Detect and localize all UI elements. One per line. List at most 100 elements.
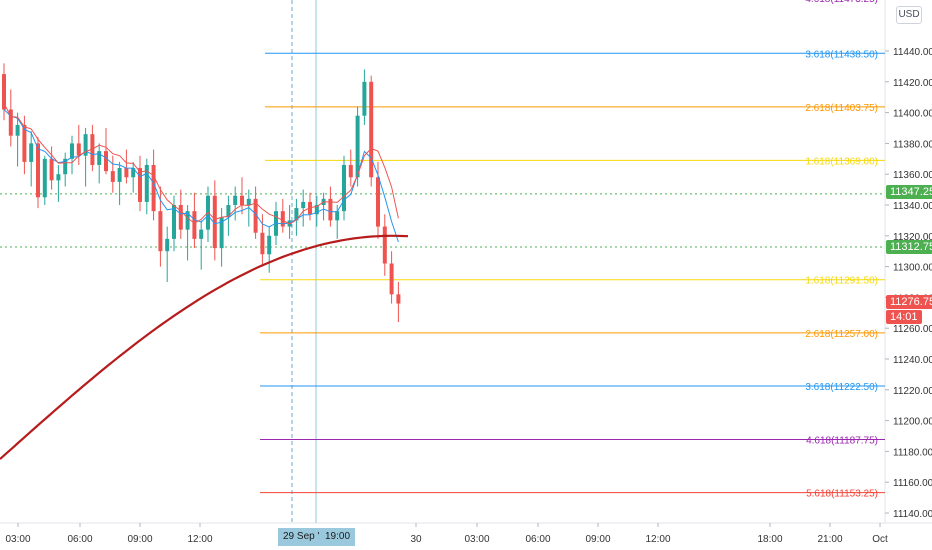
- candle-body: [253, 198, 258, 233]
- candle-body: [178, 205, 183, 230]
- fib-top-label: 4.618(11473.25): [805, 0, 878, 5]
- level-price-tag: 11312.75: [886, 240, 932, 254]
- candle-body: [8, 109, 13, 136]
- candle-body: [144, 164, 149, 202]
- candle-body: [199, 229, 204, 239]
- candle-body: [83, 134, 88, 156]
- x-tick-label: 21:00: [817, 534, 842, 545]
- candle-body: [362, 81, 367, 116]
- candle-body: [376, 177, 380, 227]
- candle-body: [56, 174, 61, 181]
- y-tick-label: 11200.00: [893, 417, 932, 428]
- candle-body: [294, 208, 299, 221]
- candle-body: [15, 124, 20, 136]
- candle-body: [396, 294, 401, 304]
- x-tick-label: Oct: [872, 534, 888, 545]
- long-ma-line: [0, 234, 409, 460]
- candle-body: [158, 211, 163, 252]
- candle-body: [42, 158, 47, 198]
- candle-body: [219, 217, 224, 249]
- candle-body: [348, 164, 353, 178]
- candle-body: [172, 205, 176, 239]
- countdown-tag: 14:01: [886, 310, 922, 324]
- candle-body: [212, 195, 217, 249]
- candle-body: [97, 151, 102, 165]
- candle-body: [355, 115, 360, 178]
- fib-label: 2.618(11257.00): [805, 329, 878, 340]
- candle-body: [314, 205, 319, 215]
- y-tick-label: 11340.00: [893, 201, 932, 212]
- candle-body: [192, 211, 197, 239]
- y-tick-label: 11220.00: [893, 386, 932, 397]
- y-tick-label: 11260.00: [893, 324, 932, 335]
- crosshair-time-tag: 19:00: [320, 528, 356, 546]
- candle-body: [104, 151, 108, 172]
- current-price-tag: 11276.75: [886, 295, 932, 309]
- currency-button[interactable]: USD: [896, 6, 922, 24]
- y-tick-label: 11440.00: [893, 47, 932, 58]
- candle-body: [389, 263, 394, 295]
- candle-body: [369, 81, 374, 178]
- y-tick-label: 11420.00: [893, 78, 932, 89]
- candle-body: [63, 158, 68, 175]
- last-price-tag: 11347.25: [886, 185, 932, 199]
- y-tick-label: 11400.00: [893, 109, 932, 120]
- x-tick-label: 12:00: [187, 534, 212, 545]
- y-tick-label: 11240.00: [893, 355, 932, 366]
- candle-body: [185, 211, 190, 230]
- candle-body: [90, 134, 95, 165]
- sma-line: [3, 103, 399, 225]
- y-tick-label: 11300.00: [893, 263, 932, 274]
- candle-body: [165, 238, 170, 252]
- candle-body: [49, 158, 54, 181]
- fib-label: 5.618(11153.25): [806, 489, 878, 500]
- y-tick-label: 11320.00: [893, 232, 932, 243]
- x-tick-label: 06:00: [525, 534, 550, 545]
- candle-body: [36, 143, 40, 198]
- x-tick-label: 09:00: [585, 534, 610, 545]
- candle-body: [70, 143, 74, 159]
- y-tick-label: 11140.00: [893, 509, 932, 520]
- candle-body: [131, 168, 136, 178]
- candle-body: [138, 168, 142, 202]
- candle-body: [335, 211, 340, 221]
- candle-body: [29, 143, 34, 162]
- x-tick-label: 12:00: [645, 534, 670, 545]
- fib-label: 2.618(11403.75): [805, 103, 878, 114]
- x-tick-label: 03:00: [464, 534, 489, 545]
- candle-body: [110, 171, 115, 182]
- candle-body: [280, 211, 285, 227]
- fib-label: 3.618(11438.50): [805, 49, 878, 60]
- candle-body: [117, 168, 122, 182]
- candle-body: [342, 164, 346, 212]
- candle-body: [233, 195, 238, 205]
- candle-body: [246, 198, 251, 205]
- y-tick-label: 11180.00: [893, 447, 932, 458]
- ema-line: [3, 109, 399, 243]
- candle-body: [124, 168, 129, 178]
- candle-body: [301, 201, 306, 209]
- y-tick-label: 11360.00: [893, 170, 932, 181]
- fib-label: 3.618(11222.50): [805, 382, 878, 393]
- candle-body: [22, 124, 27, 162]
- candle-body: [267, 235, 272, 255]
- x-tick-label: 03:00: [5, 534, 30, 545]
- x-tick-label: 30: [410, 534, 422, 545]
- x-tick-label: 18:00: [757, 534, 782, 545]
- x-tick-label: 09:00: [127, 534, 152, 545]
- x-tick-label: 06:00: [67, 534, 92, 545]
- candle-body: [382, 226, 387, 264]
- y-tick-label: 11160.00: [893, 478, 932, 489]
- y-tick-label: 11380.00: [893, 139, 932, 150]
- fib-label: 4.618(11187.75): [806, 435, 878, 446]
- fib-label: 1.618(11369.00): [805, 156, 878, 167]
- candle-body: [2, 74, 6, 110]
- fib-label: 1.618(11291.50): [805, 276, 878, 287]
- candle-body: [240, 195, 244, 205]
- candle-body: [151, 164, 156, 212]
- candle-body: [226, 205, 231, 218]
- candle-body: [328, 198, 333, 221]
- candle-body: [76, 143, 81, 156]
